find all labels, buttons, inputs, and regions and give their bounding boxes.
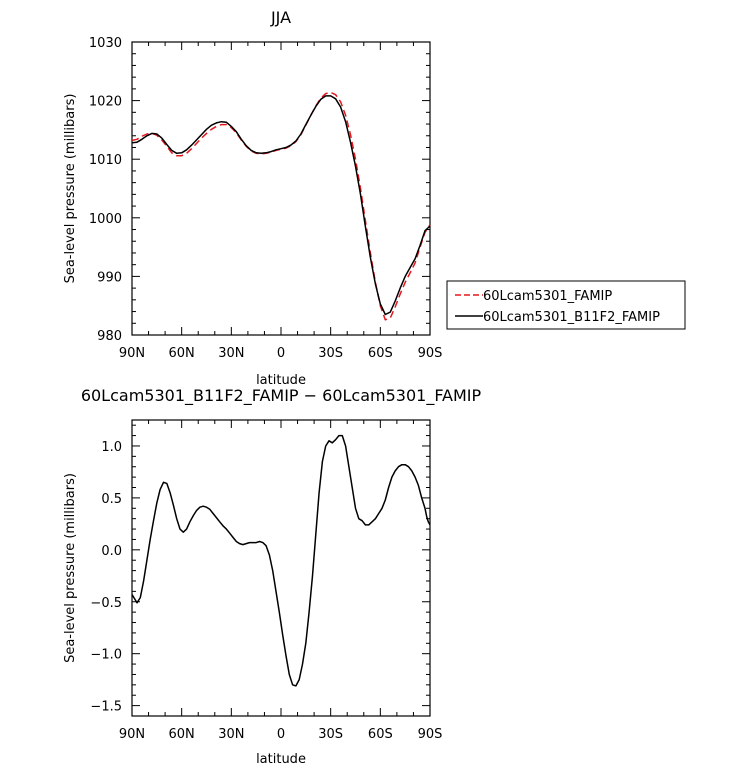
top-y-tick-label: 990: [97, 270, 122, 285]
top-x-tick-label: 30S: [318, 346, 343, 361]
bottom-x-tick-label: 90N: [119, 727, 145, 742]
bottom-series-line-0: [131, 434, 431, 687]
legend-label-1: 60Lcam5301_B11F2_FAMIP: [483, 310, 660, 325]
bottom-x-tick-label: 60S: [368, 727, 393, 742]
top-series-line-1: [131, 95, 431, 316]
top-y-tick-label: 1000: [89, 212, 122, 227]
bottom-y-axis-label: Sea-level pressure (millibars): [63, 473, 78, 663]
top-panel: JJA 90N 60N 30N 0 30S 60S 90S 980 990 1000 1010 102…: [63, 8, 442, 388]
bottom-chart-title: 60Lcam5301_B11F2_FAMIP − 60Lcam5301_FAMI…: [81, 386, 482, 406]
top-x-tick-label: 30N: [218, 346, 244, 361]
bottom-x-tick-label: 90S: [418, 727, 443, 742]
legend-box: [446, 280, 686, 330]
top-y-tick-label: 1020: [89, 95, 122, 110]
top-x-tick-label: 90S: [418, 346, 443, 361]
top-y-axis-label: Sea-level pressure (millibars): [63, 94, 78, 284]
bottom-y-tick-label: −1.0: [90, 648, 122, 663]
bottom-x-axis-label: latitude: [256, 752, 306, 767]
legend: 60Lcam5301_FAMIP 60Lcam5301_B11F2_FAMIP: [446, 280, 686, 330]
bottom-plot-frame: [131, 419, 431, 717]
top-y-tick-label: 980: [97, 329, 122, 344]
top-x-axis-label: latitude: [256, 373, 306, 388]
top-chart-title: JJA: [270, 8, 291, 27]
bottom-x-tick-label: 30S: [318, 727, 343, 742]
bottom-y-tick-label: 0.0: [101, 544, 122, 559]
top-y-tick-label: 1010: [89, 153, 122, 168]
legend-label-0: 60Lcam5301_FAMIP: [483, 289, 612, 304]
top-y-tick-label: 1030: [89, 36, 122, 51]
bottom-panel: 60Lcam5301_B11F2_FAMIP − 60Lcam5301_FAMI…: [63, 386, 482, 767]
top-x-tick-label: 0: [277, 346, 285, 361]
bottom-y-tick-label: 1.0: [101, 440, 122, 455]
top-x-tick-label: 60N: [169, 346, 195, 361]
bottom-x-tick-label: 0: [277, 727, 285, 742]
top-series-line-0: [131, 91, 431, 321]
top-x-tick-label: 60S: [368, 346, 393, 361]
bottom-y-tick-label: 0.5: [101, 492, 122, 507]
bottom-x-tick-label: 60N: [169, 727, 195, 742]
top-plot-frame: [131, 41, 431, 336]
bottom-y-tick-label: −1.5: [90, 700, 122, 715]
bottom-y-tick-label: −0.5: [90, 596, 122, 611]
top-x-tick-label: 90N: [119, 346, 145, 361]
bottom-x-tick-label: 30N: [218, 727, 244, 742]
